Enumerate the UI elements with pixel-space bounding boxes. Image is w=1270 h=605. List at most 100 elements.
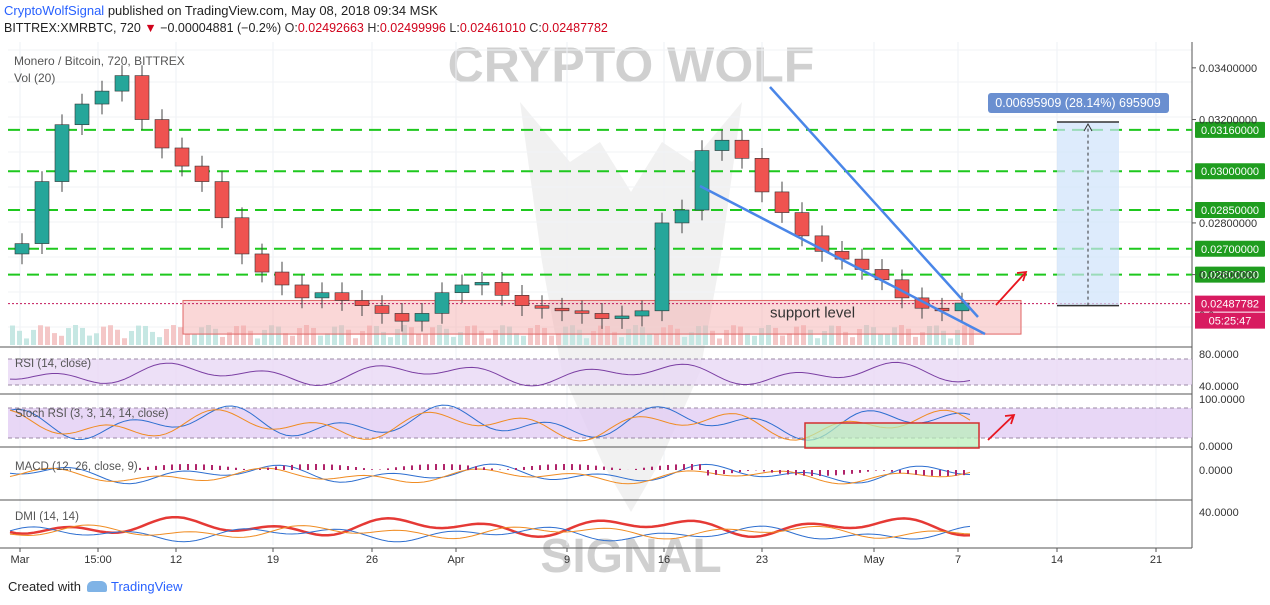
volume-bar xyxy=(843,331,848,345)
volume-bar xyxy=(437,325,442,345)
volume-bar xyxy=(136,325,141,345)
price-tick-label: 0.03400000 xyxy=(1199,63,1257,75)
volume-bar xyxy=(850,337,855,345)
arrow-shaft xyxy=(995,271,1027,306)
volume-bar xyxy=(962,325,967,345)
wedge-upper-line xyxy=(769,86,979,318)
price-tick-label: 0.02800000 xyxy=(1199,218,1257,230)
volume-bar xyxy=(283,333,288,345)
volume-bar xyxy=(521,335,526,345)
arrow-shaft xyxy=(987,414,1015,441)
volume-bar xyxy=(661,327,666,345)
candle-body xyxy=(114,75,130,92)
time-tick-label: May xyxy=(864,554,885,566)
volume-bar xyxy=(164,328,169,345)
candle-body xyxy=(174,147,190,167)
author-link[interactable]: CryptoWolfSignal xyxy=(4,3,105,18)
measure-label: 0.00695909 (28.14%) 695909 xyxy=(995,96,1160,110)
candle-body xyxy=(794,212,810,237)
volume-bar xyxy=(745,333,750,345)
candle-body xyxy=(774,191,790,213)
volume-bar xyxy=(934,325,939,345)
volume-bar xyxy=(339,325,344,345)
candle-body xyxy=(914,297,930,309)
candle-body xyxy=(474,282,490,286)
volume-bar xyxy=(717,338,722,345)
level-label-bg xyxy=(1195,240,1265,257)
volume-bar xyxy=(640,327,645,345)
volume-bar xyxy=(563,326,568,345)
indicator-tick-label: 100.0000 xyxy=(1199,394,1245,406)
candle-body xyxy=(94,90,110,105)
high-value: 0.02499996 xyxy=(379,21,446,35)
candle-body xyxy=(594,313,610,319)
stoch-rsi-label: Stoch RSI (3, 3, 14, 14, close) xyxy=(15,408,169,420)
candle-body xyxy=(654,222,670,312)
dmi-minus-line xyxy=(9,524,971,540)
volume-bar xyxy=(780,335,785,345)
volume-bar xyxy=(738,326,743,345)
dmi-adx-line xyxy=(9,515,971,539)
volume-bar xyxy=(311,327,316,345)
volume-bar xyxy=(402,325,407,345)
volume-bar xyxy=(73,325,78,345)
volume-bar xyxy=(332,326,337,345)
volume-bar xyxy=(598,325,603,345)
volume-label: Vol (20) xyxy=(14,71,55,85)
candle-body xyxy=(494,282,510,296)
last-price-label: 0.02487782 xyxy=(1201,299,1259,311)
volume-bar xyxy=(171,325,176,345)
candle-body xyxy=(34,181,50,244)
volume-bar xyxy=(304,325,309,345)
indicator-tick-label: 40.0000 xyxy=(1199,507,1239,519)
countdown-bg xyxy=(1195,312,1265,329)
volume-bar xyxy=(654,334,659,345)
volume-bar xyxy=(955,329,960,345)
volume-bar xyxy=(31,329,36,345)
candle-body xyxy=(554,307,570,312)
volume-bars xyxy=(10,325,974,345)
candle-body xyxy=(354,300,370,306)
volume-bar xyxy=(269,325,274,345)
volume-bar xyxy=(815,338,820,345)
volume-bar xyxy=(766,325,771,345)
volume-bar xyxy=(395,328,400,345)
rsi-line xyxy=(9,361,971,387)
measure-arrow-head xyxy=(1083,122,1093,132)
measure-label-bg xyxy=(988,93,1169,113)
volume-bar xyxy=(451,336,456,345)
chart-area[interactable]: CRYPTO WOLF SIGNAL support level 0.00695… xyxy=(0,42,1270,577)
volume-bar xyxy=(220,336,225,345)
volume-bar xyxy=(444,328,449,345)
volume-bar xyxy=(682,336,687,345)
volume-bar xyxy=(234,326,239,345)
candle-body xyxy=(394,313,410,322)
candle-body xyxy=(254,253,270,273)
volume-bar xyxy=(24,338,29,345)
level-label-bg xyxy=(1195,266,1265,283)
footer: Created with TradingView xyxy=(8,579,183,594)
candle-body xyxy=(314,292,330,299)
macd-line xyxy=(9,463,971,485)
volume-bar xyxy=(773,327,778,345)
candle-body xyxy=(294,284,310,299)
candle-body xyxy=(154,119,170,149)
candle-body xyxy=(134,75,150,120)
candle-body xyxy=(194,165,210,182)
signal-line xyxy=(9,467,971,485)
volume-bar xyxy=(318,335,323,345)
tradingview-link[interactable]: TradingView xyxy=(110,579,183,594)
level-label-bg xyxy=(1195,163,1265,180)
volume-bar xyxy=(178,327,183,345)
time-tick-label: 21 xyxy=(1150,554,1162,566)
volume-bar xyxy=(143,325,148,345)
volume-bar xyxy=(101,326,106,345)
level-label-bg xyxy=(1195,121,1265,138)
volume-bar xyxy=(619,337,624,345)
volume-bar xyxy=(752,335,757,345)
volume-bar xyxy=(297,328,302,345)
candles xyxy=(14,65,970,332)
candle-body xyxy=(514,295,530,306)
volume-bar xyxy=(794,326,799,345)
indicator-tick-label: 80.0000 xyxy=(1199,349,1239,361)
